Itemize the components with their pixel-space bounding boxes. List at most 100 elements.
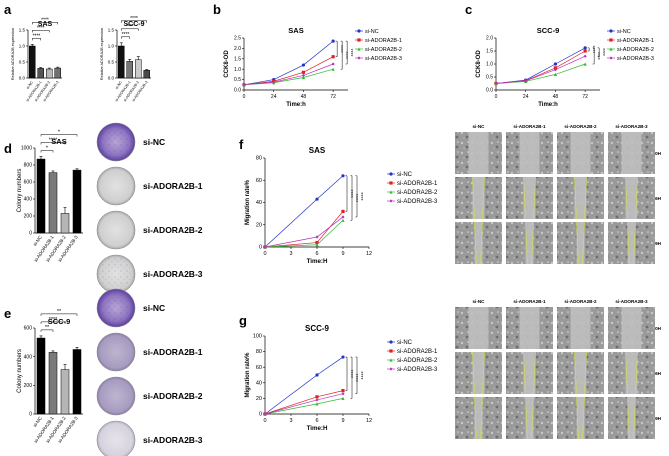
legend-label: si-NC bbox=[397, 340, 413, 346]
wound-edge-line bbox=[482, 176, 485, 220]
significance-label: **** bbox=[352, 194, 358, 203]
wound-column-label: si-ADORA2B-3 bbox=[615, 124, 648, 129]
legend-label: si-ADORA2B-2 bbox=[365, 47, 402, 53]
significance-bracket bbox=[32, 30, 50, 33]
bar bbox=[126, 61, 133, 79]
data-point bbox=[301, 70, 306, 74]
chart-title: SAS bbox=[38, 21, 53, 28]
wound-gap bbox=[576, 222, 585, 264]
significance-bracket bbox=[40, 134, 78, 137]
bar bbox=[37, 68, 44, 79]
wound-edge-line bbox=[482, 351, 485, 395]
wound-edge-line bbox=[584, 176, 587, 220]
data-point bbox=[301, 63, 306, 67]
significance-label: **** bbox=[594, 52, 600, 60]
bar bbox=[135, 59, 142, 79]
x-category-label: si-NC bbox=[32, 415, 43, 428]
colony-label: si-ADORA2B-2 bbox=[143, 225, 203, 235]
data-point bbox=[315, 395, 319, 399]
wound-edge-line bbox=[480, 221, 483, 265]
wound-edge-line bbox=[523, 351, 526, 395]
bar bbox=[48, 172, 58, 234]
colony-dish-image bbox=[96, 332, 136, 372]
panel-letter: e bbox=[4, 306, 11, 321]
y-axis-label: CCK8-OD bbox=[224, 50, 230, 78]
panel-letter: b bbox=[213, 2, 221, 17]
y-axis-label: Colony numbers bbox=[17, 349, 23, 393]
y-tick-label: 1.0 bbox=[108, 44, 115, 49]
series-line bbox=[264, 220, 344, 248]
significance-bracket bbox=[40, 329, 54, 332]
wound-edge-line bbox=[533, 351, 536, 395]
data-point bbox=[263, 245, 267, 249]
wound-edge-line bbox=[635, 176, 638, 220]
significance-bracket bbox=[345, 175, 348, 212]
wound-column-label: si-ADORA2B-2 bbox=[564, 299, 597, 304]
y-tick-label: 40 bbox=[256, 380, 262, 386]
data-point bbox=[331, 39, 335, 43]
colony-dish-image bbox=[96, 166, 136, 206]
wound-column-label: si-ADORA2B-2 bbox=[564, 124, 597, 129]
data-point bbox=[389, 190, 393, 194]
bar bbox=[48, 352, 58, 415]
data-point bbox=[389, 181, 393, 185]
series-line bbox=[264, 398, 344, 415]
bar bbox=[118, 45, 125, 79]
y-tick-label: 0.0 bbox=[486, 88, 493, 94]
wound-edge-line bbox=[574, 351, 577, 395]
data-point bbox=[331, 67, 335, 71]
significance-bracket bbox=[121, 28, 139, 31]
y-tick-label: 1000 bbox=[21, 146, 32, 152]
wound-edge-line bbox=[625, 176, 628, 220]
significance-bracket bbox=[592, 47, 595, 65]
y-axis-label: Migration rate% bbox=[245, 352, 251, 398]
legend-label: si-ADORA2B-3 bbox=[397, 199, 438, 205]
x-tick-label: 3 bbox=[289, 418, 292, 424]
significance-bracket bbox=[597, 47, 600, 57]
y-axis-label: Migration rate% bbox=[245, 179, 251, 225]
x-tick-label: 3 bbox=[289, 251, 292, 257]
wound-edge-line bbox=[531, 396, 534, 440]
data-point bbox=[341, 218, 345, 222]
wound-edge-line bbox=[533, 176, 536, 220]
bar bbox=[29, 45, 36, 79]
data-point bbox=[553, 72, 558, 76]
panel-letter: f bbox=[239, 137, 244, 152]
colony-label: si-ADORA2B-3 bbox=[143, 435, 203, 445]
colony-speckle bbox=[99, 125, 133, 159]
data-point bbox=[583, 49, 587, 53]
significance-bracket bbox=[340, 40, 343, 70]
data-point bbox=[583, 62, 587, 66]
data-point bbox=[331, 55, 335, 59]
series-line bbox=[495, 50, 586, 84]
y-tick-label: 1.5 bbox=[19, 28, 26, 33]
x-tick-label: 12 bbox=[366, 418, 372, 424]
y-tick-label: 2.0 bbox=[234, 46, 241, 52]
wound-edge-line bbox=[574, 176, 577, 220]
data-point bbox=[389, 199, 393, 203]
wound-edge-line bbox=[627, 221, 630, 265]
y-tick-label: 20 bbox=[256, 396, 262, 402]
significance-label: **** bbox=[357, 371, 363, 380]
wound-gap bbox=[525, 222, 534, 264]
significance-label: ** bbox=[57, 309, 62, 315]
bar bbox=[60, 369, 70, 415]
bar bbox=[72, 169, 82, 234]
legend-label: si-NC bbox=[365, 29, 379, 35]
wound-gap bbox=[574, 352, 587, 394]
data-point bbox=[553, 68, 558, 72]
data-point bbox=[494, 81, 498, 86]
y-tick-label: 0.5 bbox=[234, 77, 241, 83]
bar bbox=[54, 67, 61, 79]
wound-gap bbox=[621, 132, 642, 174]
legend-label: si-ADORA2B-2 bbox=[397, 190, 438, 196]
data-point bbox=[315, 373, 319, 377]
y-tick-label: 200 bbox=[24, 214, 33, 220]
significance-bracket bbox=[32, 22, 58, 25]
y-tick-label: 0 bbox=[29, 412, 32, 418]
panel-letter: d bbox=[4, 141, 12, 156]
significance-label: **** bbox=[130, 16, 138, 22]
wound-gap bbox=[474, 397, 483, 439]
wound-edge-line bbox=[625, 351, 628, 395]
